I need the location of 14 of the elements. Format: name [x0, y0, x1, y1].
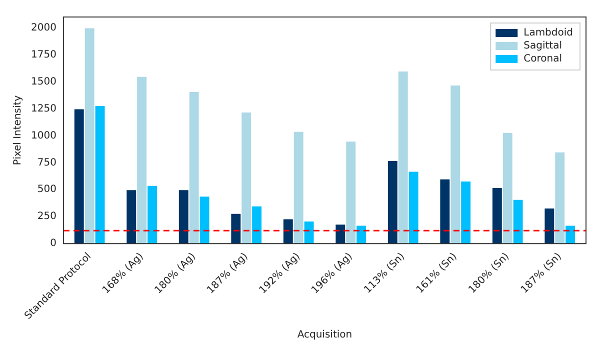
- y-axis-title: Pixel Intensity: [12, 95, 24, 166]
- y-tick-label: 2000: [30, 22, 56, 34]
- legend-label: Coronal: [524, 54, 562, 65]
- legend-label: Lambdoid: [524, 28, 574, 39]
- y-tick-label: 1750: [30, 49, 56, 60]
- x-axis-title: Acquisition: [297, 330, 352, 341]
- y-tick-label: 500: [37, 184, 56, 196]
- y-tick-label: 1500: [30, 76, 56, 88]
- y-tick-label: 250: [37, 211, 56, 222]
- y-tick-label: 1000: [30, 130, 56, 142]
- y-tick-label: 750: [37, 157, 56, 168]
- y-tick-label: 1250: [30, 103, 56, 114]
- y-tick-label: 0: [50, 238, 56, 250]
- legend-label: Sagittal: [524, 40, 562, 52]
